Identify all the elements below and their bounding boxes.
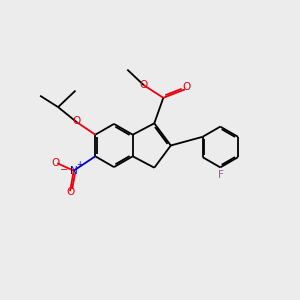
Text: O: O [67, 187, 75, 197]
Text: F: F [218, 170, 224, 180]
Text: O: O [139, 80, 147, 90]
Text: −: − [60, 165, 68, 175]
Text: O: O [73, 116, 81, 127]
Text: +: + [76, 160, 82, 169]
Text: O: O [182, 82, 190, 92]
Text: N: N [70, 166, 78, 176]
Text: O: O [52, 158, 60, 168]
